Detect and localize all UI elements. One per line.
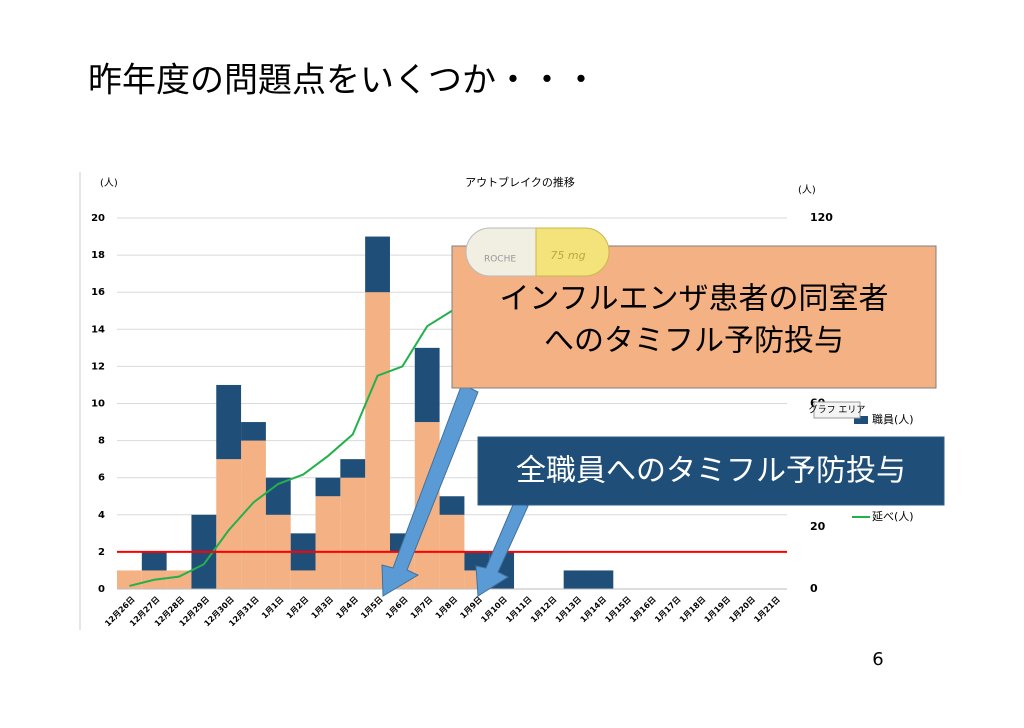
x-tick-label: 1月8日	[434, 595, 460, 621]
x-tick-label: 1月15日	[603, 595, 632, 624]
arrow	[475, 499, 529, 597]
bar-segment	[117, 570, 142, 589]
tooltip: グラフ エリア	[809, 404, 866, 416]
y2-tick-label: 0	[810, 582, 818, 595]
bar-segment	[290, 570, 316, 589]
bar-segment	[563, 570, 589, 589]
x-tick-label: 1月11日	[504, 595, 533, 624]
x-tick-label: 1月10日	[479, 595, 508, 624]
x-tick-label: 1月2日	[285, 595, 311, 621]
x-tick-label: 1月18日	[678, 595, 707, 624]
y2-tick-label: 120	[810, 211, 833, 224]
bar-segment	[588, 570, 614, 589]
y-tick-label: 8	[98, 436, 105, 447]
bar-segment	[315, 477, 341, 497]
callout-text: インフルエンザ患者の同室者	[499, 282, 888, 317]
bar-segment	[464, 551, 490, 571]
x-tick-label: 1月5日	[359, 595, 385, 621]
y-tick-label: 6	[98, 473, 105, 484]
x-tick-label: 1月3日	[310, 595, 336, 621]
capsule-right	[535, 227, 610, 277]
legend-label: 職員(人)	[872, 413, 914, 426]
line-series	[129, 309, 453, 587]
x-tick-label: 1月19日	[703, 595, 732, 624]
y-tick-label: 14	[91, 324, 105, 335]
bar-segment	[216, 459, 242, 589]
y-tick-label: 10	[91, 399, 105, 410]
callout-text: 全職員へのタミフル予防投与	[516, 454, 906, 489]
slide-title: 昨年度の問題点をいくつか・・・	[88, 61, 598, 101]
capsule-dose: 75 mg	[550, 249, 585, 262]
y-tick-label: 2	[98, 547, 105, 558]
x-tick-label: 1月20日	[727, 595, 756, 624]
legend-label: 延べ(人)	[872, 510, 914, 523]
x-tick-label: 1月12日	[529, 595, 558, 624]
bar-segment	[340, 459, 366, 478]
bar-segment	[241, 440, 266, 589]
bar-segment	[365, 292, 390, 589]
y-tick-label: 16	[91, 287, 105, 298]
y-tick-label: 0	[98, 584, 105, 595]
x-tick-label: 1月17日	[653, 595, 682, 624]
y-tick-label: 18	[91, 250, 105, 261]
y2-axis-label: (人)	[798, 184, 816, 196]
x-tick-label: 1月6日	[384, 595, 410, 621]
bar-segment	[241, 422, 266, 441]
bar-segment	[141, 551, 167, 571]
page-number: 6	[872, 649, 883, 670]
x-tick-label: 1月4日	[334, 595, 360, 621]
bar-segment	[439, 496, 465, 515]
y-tick-label: 20	[91, 213, 105, 224]
y2-tick-label: 20	[810, 520, 826, 533]
arrow	[381, 383, 479, 597]
bar-segment	[315, 496, 341, 589]
x-tick-label: 1月21日	[752, 595, 781, 624]
legend-swatch	[854, 416, 868, 424]
bar-segment	[365, 236, 390, 293]
bar-segment	[340, 477, 366, 589]
y-tick-label: 4	[98, 510, 105, 521]
tooltip-box	[813, 401, 861, 419]
y-axis-label: (人)	[100, 177, 118, 189]
x-tick-label: 1月14日	[579, 595, 608, 624]
bar-segment	[414, 347, 440, 423]
x-tick-label: 1月1日	[260, 595, 286, 621]
callout-text: へのタミフル予防投与	[544, 324, 844, 359]
callout-box	[477, 436, 945, 506]
bar-segment	[166, 570, 192, 589]
x-tick-label: 1月16日	[628, 595, 657, 624]
y-tick-label: 12	[91, 361, 105, 372]
chart-title: アウトブレイクの推移	[465, 175, 575, 189]
bar-segment	[216, 384, 242, 460]
x-tick-label: 1月13日	[554, 595, 583, 624]
capsule-brand: ROCHE	[484, 255, 516, 265]
capsule-left	[465, 227, 541, 277]
x-tick-label: 1月7日	[409, 595, 435, 621]
